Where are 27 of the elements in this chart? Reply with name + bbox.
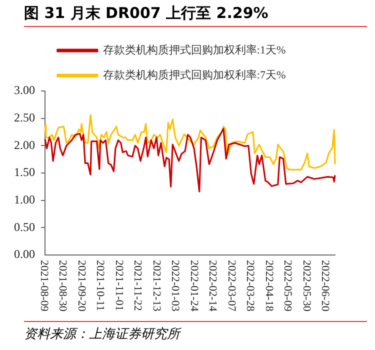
legend-label: 存款类机构质押式回购加权利率:1天% — [102, 43, 286, 56]
y-tick-label: 0.50 — [14, 220, 35, 234]
y-tick-label: 2.00 — [14, 138, 35, 152]
x-tick-label: 2022-05-09 — [282, 260, 294, 312]
x-tick-label: 2022-03-28 — [244, 260, 256, 312]
y-tick-label: 3.00 — [14, 83, 35, 98]
x-tick-label: 2022-02-14 — [206, 260, 219, 312]
x-tick-label: 2022-06-20 — [319, 260, 332, 312]
text: 资料来源：上海证券研究所 — [24, 326, 182, 343]
x-tick-label: 2021-11-22 — [132, 260, 144, 311]
x-tick-label: 2021-12-13 — [150, 260, 162, 312]
x-tick-label: 2022-01-03 — [169, 260, 182, 312]
x-tick-label: 2021-08-09 — [38, 260, 50, 312]
legend-label: 存款类机构质押式回购加权利率:7天% — [102, 68, 286, 82]
x-tick-label: 2021-10-11 — [94, 260, 106, 311]
x-tick-label: 2022-04-18 — [262, 260, 275, 312]
y-tick-label: 2.50 — [14, 110, 35, 124]
x-tick-label: 2022-01-24 — [188, 260, 200, 312]
x-tick-label: 2021-09-20 — [75, 260, 88, 312]
y-tick-label: 1.00 — [14, 192, 35, 206]
y-tick-label: 1.50 — [14, 165, 35, 180]
y-tick-label: 0.00 — [14, 247, 35, 262]
x-tick-label: 2022-03-07 — [225, 260, 238, 312]
chart-title: 图 31 月末 DR007 上行至 2.29% — [24, 0, 367, 27]
x-tick-label: 2021-11-01 — [112, 260, 125, 311]
x-tick-label: 2022-05-30 — [300, 260, 312, 312]
x-tick-label: 2021-08-30 — [56, 260, 69, 312]
